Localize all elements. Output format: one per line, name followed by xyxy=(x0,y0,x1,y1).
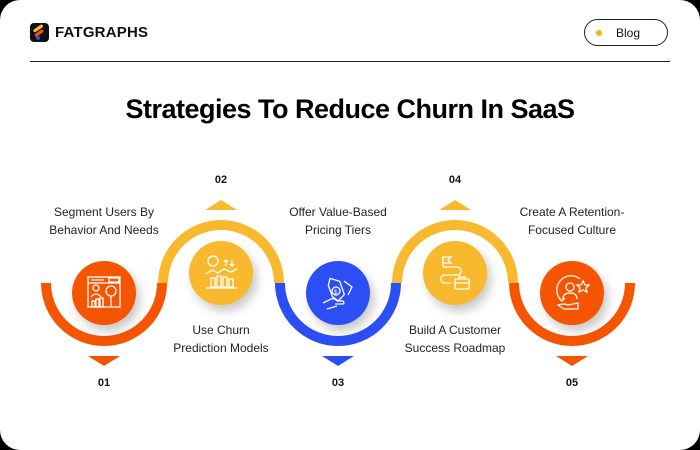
step-icon-02 xyxy=(189,241,253,305)
roadmap-icon xyxy=(440,256,470,290)
step-label-02: Use Churn Prediction Models xyxy=(173,323,269,355)
arc-step-04 xyxy=(392,220,518,284)
user-analytics-icon xyxy=(87,276,121,308)
arc-step-03 xyxy=(275,282,401,346)
page-title: Strategies To Reduce Churn In SaaS xyxy=(125,94,575,124)
step-number-05: 05 xyxy=(565,377,579,389)
arc-step-02 xyxy=(158,220,284,284)
step-number-02: 02 xyxy=(214,174,228,186)
step-icon-01 xyxy=(72,261,136,325)
triangle-up-02 xyxy=(205,200,237,210)
dot-icon xyxy=(596,29,602,36)
header-divider xyxy=(30,61,670,62)
triangle-up-04 xyxy=(439,200,471,210)
arc-step-05 xyxy=(509,282,635,346)
step-icon-04 xyxy=(423,241,487,305)
step-label-03: Offer Value-Based Pricing Tiers xyxy=(289,205,387,237)
blog-button[interactable]: Blog xyxy=(584,19,668,46)
price-tag-hand-icon: $ xyxy=(322,277,353,310)
triangle-down-05 xyxy=(556,356,588,366)
fatgraphs-logo-icon xyxy=(30,23,49,42)
brand-name: FATGRAPHS xyxy=(55,24,149,41)
step-number-04: 04 xyxy=(448,174,462,186)
step-number-03: 03 xyxy=(331,377,345,389)
triangle-down-01 xyxy=(88,356,120,366)
step-label-04: Build A Customer Success Roadmap xyxy=(404,323,506,355)
triangle-down-03 xyxy=(322,356,354,366)
step-label-05: Create A Retention- Focused Culture xyxy=(519,205,625,237)
step-icon-03: $ xyxy=(306,261,370,325)
brand-logo[interactable]: FATGRAPHS xyxy=(30,23,148,42)
step-label-01: Segment Users By Behavior And Needs xyxy=(49,205,159,237)
svg-text:$: $ xyxy=(334,290,338,296)
retention-culture-icon xyxy=(556,275,591,310)
arc-step-01 xyxy=(41,282,167,346)
step-icon-05 xyxy=(540,261,604,325)
prediction-chart-icon xyxy=(205,255,238,289)
step-number-01: 01 xyxy=(97,377,111,389)
blog-button-label: Blog xyxy=(616,25,641,40)
